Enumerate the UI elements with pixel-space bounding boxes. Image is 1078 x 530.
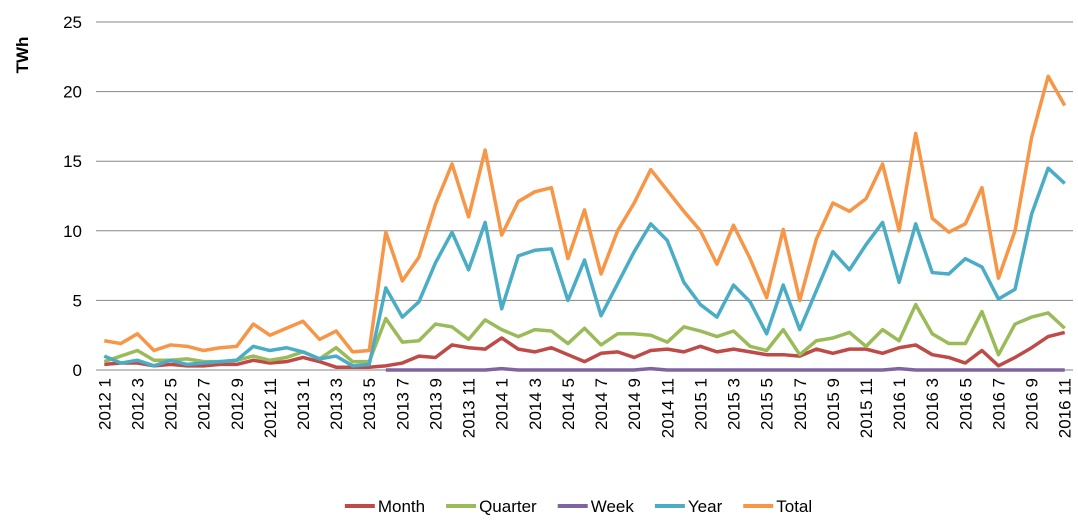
x-tick-label: 2013 11 <box>460 378 479 438</box>
x-tick-label: 2013 5 <box>360 378 379 430</box>
legend-label: Total <box>776 497 812 516</box>
x-tick-label: 2015 3 <box>725 378 744 430</box>
x-tick-label: 2015 11 <box>857 378 876 438</box>
legend-label: Quarter <box>479 497 537 516</box>
x-tick-label: 2013 1 <box>294 378 313 430</box>
x-tick-label: 2014 3 <box>526 378 545 430</box>
x-tick-label: 2016 5 <box>956 378 975 430</box>
x-tick-label: 2012 3 <box>128 378 147 430</box>
series-line <box>104 330 1066 369</box>
series-line <box>385 366 1065 372</box>
x-tick-label: 2014 9 <box>625 378 644 430</box>
x-tick-label: 2016 1 <box>890 378 909 430</box>
x-tick-label: 2012 1 <box>95 378 114 430</box>
x-tick-label: 2015 1 <box>691 378 710 430</box>
legend-label: Week <box>591 497 635 516</box>
x-tick-label: 2012 11 <box>261 378 280 438</box>
series-line <box>103 166 1066 368</box>
x-tick-label: 2014 7 <box>592 378 611 430</box>
x-tick-label: 2015 9 <box>824 378 843 430</box>
legend-label: Year <box>688 497 723 516</box>
y-tick-label: 0 <box>73 361 82 380</box>
x-tick-label: 2013 9 <box>426 378 445 430</box>
x-tick-label: 2016 9 <box>1023 378 1042 430</box>
x-tick-label: 2016 11 <box>1056 378 1075 438</box>
y-tick-label: 20 <box>63 83 82 102</box>
x-tick-label: 2013 3 <box>327 378 346 430</box>
x-tick-label: 2014 11 <box>658 378 677 438</box>
x-tick-label: 2013 7 <box>393 378 412 430</box>
x-tick-label: 2015 7 <box>791 378 810 430</box>
x-tick-label: 2012 9 <box>228 378 247 430</box>
y-tick-label: 5 <box>73 291 82 310</box>
legend-label: Month <box>378 497 425 516</box>
y-tick-label: 25 <box>63 13 82 32</box>
y-axis-label: TWh <box>13 37 32 74</box>
series-line <box>103 74 1067 354</box>
x-tick-label: 2014 1 <box>493 378 512 430</box>
x-tick-label: 2016 7 <box>989 378 1008 430</box>
x-tick-label: 2012 5 <box>162 378 181 430</box>
x-tick-label: 2015 5 <box>758 378 777 430</box>
x-tick-label: 2014 5 <box>559 378 578 430</box>
y-tick-label: 15 <box>63 152 82 171</box>
y-tick-label: 10 <box>63 222 82 241</box>
series-line <box>103 302 1066 364</box>
x-tick-label: 2012 7 <box>195 378 214 430</box>
x-tick-label: 2016 3 <box>923 378 942 430</box>
